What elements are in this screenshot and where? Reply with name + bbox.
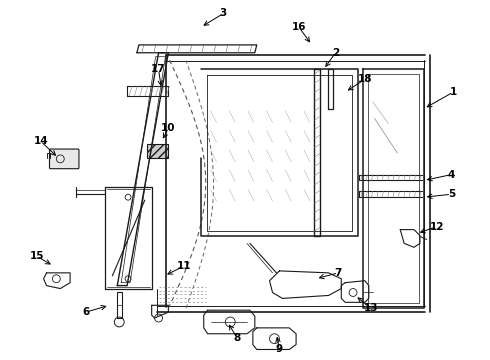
Text: 15: 15 — [29, 251, 44, 261]
Text: 8: 8 — [234, 333, 241, 343]
Text: 1: 1 — [450, 87, 457, 97]
Text: 9: 9 — [276, 345, 283, 355]
Text: 3: 3 — [220, 9, 227, 18]
Text: 16: 16 — [292, 22, 306, 32]
Bar — [147, 144, 169, 158]
Text: 5: 5 — [448, 189, 455, 199]
Text: 4: 4 — [448, 170, 455, 180]
Text: 10: 10 — [161, 123, 175, 134]
Text: 13: 13 — [364, 303, 378, 313]
FancyBboxPatch shape — [49, 149, 79, 169]
Text: 2: 2 — [332, 48, 339, 58]
Text: 12: 12 — [429, 222, 444, 232]
Text: 18: 18 — [358, 74, 372, 84]
Text: 17: 17 — [151, 64, 166, 75]
Text: 7: 7 — [335, 268, 342, 278]
Text: 6: 6 — [82, 307, 90, 317]
Text: 14: 14 — [33, 136, 48, 146]
Text: 11: 11 — [177, 261, 191, 271]
